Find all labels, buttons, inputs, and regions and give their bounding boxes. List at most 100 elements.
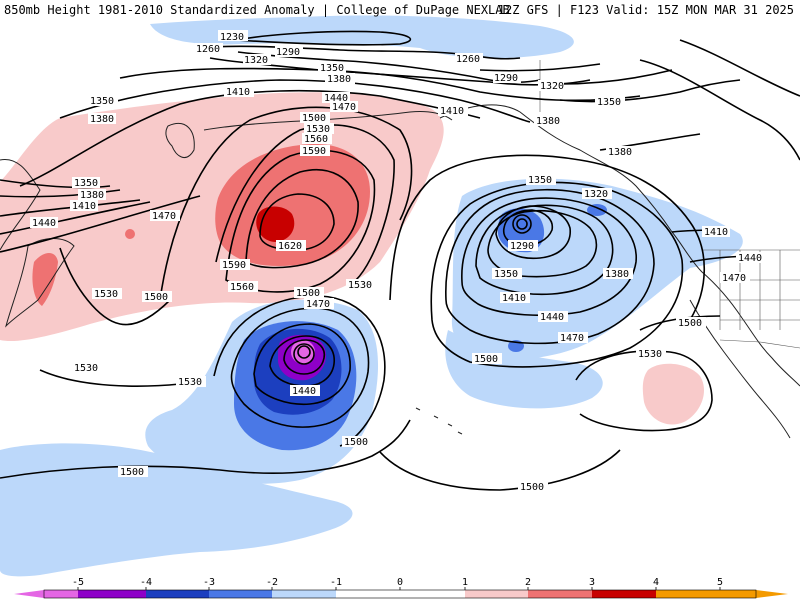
contour-1410-north bbox=[19, 89, 481, 187]
label-1530-a: 1530 bbox=[94, 289, 118, 300]
label-1440-c: 1440 bbox=[540, 312, 564, 323]
colorbar-seg-neg4b bbox=[78, 590, 146, 598]
label-1290-a: 1290 bbox=[276, 47, 300, 58]
contour-1290-east bbox=[479, 63, 601, 72]
colorbar-tick-neg3: -3 bbox=[203, 577, 215, 588]
label-1380-e: 1380 bbox=[80, 190, 104, 201]
colorbar-tick-neg4: -4 bbox=[140, 577, 152, 588]
positive-anomaly-dot bbox=[125, 229, 135, 239]
contour-label-bg bbox=[30, 30, 766, 492]
label-1500-a: 1500 bbox=[144, 292, 168, 303]
label-1560-a: 1560 bbox=[304, 134, 328, 145]
contour-1440-south-low bbox=[253, 323, 351, 406]
label-1530-b: 1530 bbox=[306, 124, 330, 135]
label-1440-d: 1440 bbox=[738, 253, 762, 264]
label-1350-b: 1350 bbox=[597, 97, 621, 108]
colorbar-tick-pos5: 5 bbox=[717, 577, 723, 588]
height-contours bbox=[0, 30, 800, 491]
colorbar-tick-pos4: 4 bbox=[653, 577, 659, 588]
contour-1500-eastpac bbox=[430, 181, 684, 368]
negative-anomaly-aleutian bbox=[150, 15, 574, 59]
contour-1290-eastpac bbox=[512, 214, 532, 234]
contour-1470-south-low bbox=[230, 307, 370, 428]
label-1410-c: 1410 bbox=[72, 201, 96, 212]
label-1320-c: 1320 bbox=[584, 189, 608, 200]
label-1500-h: 1500 bbox=[520, 482, 544, 493]
positive-anomaly-baja bbox=[642, 363, 705, 425]
label-1440-e: 1440 bbox=[292, 386, 316, 397]
label-1470-b: 1470 bbox=[332, 102, 356, 113]
colorbar-tick-pos1: 1 bbox=[462, 577, 468, 588]
contour-1350-east bbox=[559, 79, 741, 103]
contour-1530-west bbox=[59, 247, 171, 326]
label-1380-b: 1380 bbox=[90, 114, 114, 125]
label-1560-b: 1560 bbox=[230, 282, 254, 293]
negative-anomaly-eastpac-east bbox=[587, 204, 607, 216]
label-1590-a: 1590 bbox=[302, 146, 326, 157]
label-1380-d: 1380 bbox=[608, 147, 632, 158]
baja-coastline bbox=[689, 299, 791, 439]
contour-1380-west bbox=[0, 189, 121, 198]
colorbar-tick-pos3: 3 bbox=[589, 577, 595, 588]
label-1470-d: 1470 bbox=[560, 333, 584, 344]
positive-anomaly-northcap bbox=[130, 109, 180, 138]
colorbar-seg-zero bbox=[336, 590, 465, 598]
label-1590-b: 1590 bbox=[222, 260, 246, 271]
label-1410-b: 1410 bbox=[440, 106, 464, 117]
label-1350-e: 1350 bbox=[528, 175, 552, 186]
contour-1440-west bbox=[0, 201, 151, 235]
colorbar-tick-labels: -5 -4 -3 -2 -1 0 1 2 3 4 5 bbox=[72, 577, 723, 588]
contour-1470-eastpac bbox=[445, 188, 655, 345]
contour-1500-long bbox=[0, 419, 411, 479]
colorbar-left-arrow bbox=[14, 590, 44, 598]
colorbar-tick-neg5: -5 bbox=[72, 577, 84, 588]
contour-labels: 1230 1260 1290 1320 1350 1260 1380 1290 … bbox=[30, 30, 766, 493]
colorbar-seg-pos4 bbox=[656, 590, 756, 598]
label-1260-a: 1260 bbox=[196, 44, 220, 55]
contour-1530-high bbox=[215, 124, 395, 281]
contour-1410-west bbox=[0, 199, 141, 217]
contour-ne-arc bbox=[639, 59, 800, 161]
label-1470-e: 1470 bbox=[722, 273, 746, 284]
label-1500-g: 1500 bbox=[120, 467, 144, 478]
contour-1440-eastpac bbox=[461, 197, 637, 317]
label-1350-c: 1350 bbox=[90, 96, 114, 107]
label-1290-b: 1290 bbox=[494, 73, 518, 84]
political-borders bbox=[539, 60, 800, 349]
colorbar: -5 -4 -3 -2 -1 0 1 2 3 4 5 bbox=[14, 577, 788, 599]
label-1320-b: 1320 bbox=[540, 81, 564, 92]
colorbar-seg-neg2 bbox=[209, 590, 272, 598]
label-1620: 1620 bbox=[278, 241, 302, 252]
contour-1410-eastpac bbox=[475, 204, 614, 296]
label-1350-d: 1350 bbox=[74, 178, 98, 189]
positive-anomaly-max bbox=[256, 206, 295, 242]
contour-1260-eastpac bbox=[516, 218, 528, 230]
label-1380-f: 1380 bbox=[605, 269, 629, 280]
contour-1350-north bbox=[119, 67, 641, 102]
contour-1500-far-south bbox=[379, 449, 621, 491]
contour-1320-south-low bbox=[297, 345, 311, 359]
kamchatka-coastline bbox=[165, 123, 195, 159]
contour-1410-south-low bbox=[269, 335, 335, 387]
label-1440-b: 1440 bbox=[324, 93, 348, 104]
contour-1500-baja bbox=[575, 350, 713, 432]
label-1410-a: 1410 bbox=[226, 87, 250, 98]
colorbar-tick-neg1: -1 bbox=[330, 577, 342, 588]
label-1380-a: 1380 bbox=[327, 74, 351, 85]
colorbar-seg-pos3 bbox=[592, 590, 656, 598]
asia-coastline bbox=[0, 159, 41, 251]
colorbar-seg-neg1 bbox=[272, 590, 336, 598]
contour-1500-south-low bbox=[213, 295, 386, 447]
label-1530-c: 1530 bbox=[348, 280, 372, 291]
label-1320-a: 1320 bbox=[244, 55, 268, 66]
label-1470-a: 1470 bbox=[152, 211, 176, 222]
colorbar-tick-marks bbox=[77, 587, 721, 590]
colorbar-seg-pos2 bbox=[528, 590, 592, 598]
label-1500-d: 1500 bbox=[678, 318, 702, 329]
label-1410-e: 1410 bbox=[704, 227, 728, 238]
label-1530-e: 1530 bbox=[74, 363, 98, 374]
colorbar-tick-neg2: -2 bbox=[266, 577, 278, 588]
colorbar-tick-0: 0 bbox=[397, 577, 403, 588]
label-1350-f: 1350 bbox=[494, 269, 518, 280]
